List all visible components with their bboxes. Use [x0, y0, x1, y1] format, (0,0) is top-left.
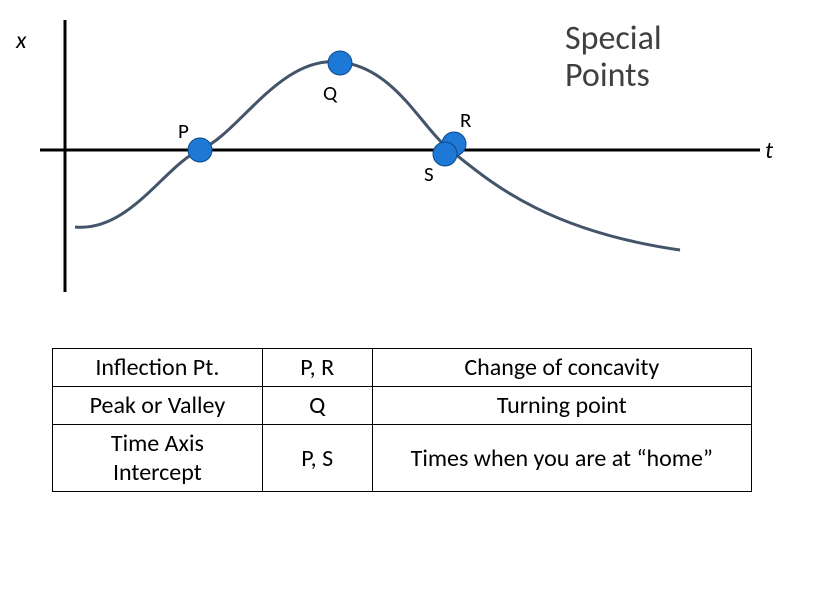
- table-row: Time Axis InterceptP, STimes when you ar…: [53, 425, 752, 492]
- table-cell: Change of concavity: [372, 349, 751, 387]
- table-cell: Time Axis Intercept: [53, 425, 263, 492]
- chart-title: Special Points: [565, 20, 662, 95]
- chart-area: [0, 0, 816, 300]
- table-cell: Times when you are at “home”: [372, 425, 751, 492]
- title-line2: Points: [565, 55, 650, 96]
- x-axis-label: t: [765, 136, 773, 165]
- y-axis-label: x: [16, 26, 26, 55]
- point-label-q: Q: [323, 80, 337, 106]
- table-cell: P, R: [262, 349, 372, 387]
- table-cell: Turning point: [372, 387, 751, 425]
- table-row: Inflection Pt.P, RChange of concavity: [53, 349, 752, 387]
- chart-svg: [0, 0, 816, 300]
- table-cell: Q: [262, 387, 372, 425]
- table-cell: Peak or Valley: [53, 387, 263, 425]
- point-label-r: R: [460, 107, 471, 133]
- point-label-p: P: [178, 118, 189, 144]
- table-cell: Inflection Pt.: [53, 349, 263, 387]
- point-label-s: S: [424, 161, 434, 187]
- special-points-table: Inflection Pt.P, RChange of concavityPea…: [52, 348, 752, 492]
- table-row: Peak or ValleyQTurning point: [53, 387, 752, 425]
- table-cell: P, S: [262, 425, 372, 492]
- title-line1: Special: [565, 18, 662, 59]
- page-container: Special Points x t PQRS Inflection Pt.P,…: [0, 0, 816, 613]
